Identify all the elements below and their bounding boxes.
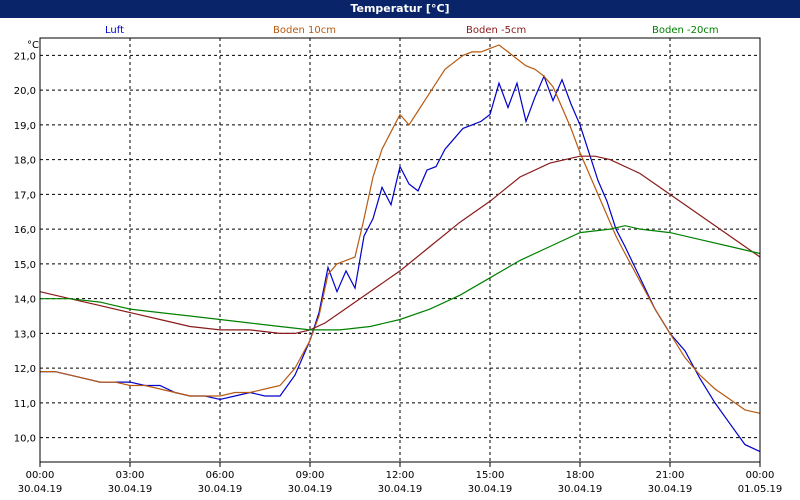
series-line-boden-5cm [39, 155, 761, 334]
x-tick-date: 01.05.19 [738, 484, 783, 495]
x-tick-time: 09:00 [296, 470, 325, 481]
x-tick-date: 30.04.19 [288, 484, 333, 495]
y-tick-label: 11,0 [14, 399, 36, 410]
x-tick-date: 30.04.19 [18, 484, 63, 495]
x-tick-time: 21:00 [656, 470, 685, 481]
y-tick-label: 19,0 [14, 121, 36, 132]
y-tick-label: 14,0 [14, 295, 36, 306]
x-tick-date: 30.04.19 [648, 484, 693, 495]
legend-boden-5cm: Boden -5cm [466, 25, 527, 36]
plot-frame [39, 37, 761, 463]
x-tick-time: 12:00 [386, 470, 415, 481]
legend-boden-20cm: Boden -20cm [652, 25, 719, 36]
legend-luft: Luft [105, 25, 124, 36]
y-tick-label: 13,0 [14, 329, 36, 340]
y-tick-label: 15,0 [14, 260, 36, 271]
axes: 10,0 11,0 12,0 13,0 14,0 15,0 16,0 17,0 18,0 19,0… [14, 37, 783, 495]
grid [40, 38, 760, 462]
x-tick-date: 30.04.19 [108, 484, 153, 495]
x-tick-date: 30.04.19 [378, 484, 423, 495]
y-tick-label: 20,0 [14, 86, 36, 97]
x-tick-time: 00:00 [26, 470, 55, 481]
series-line-boden-10cm [40, 44, 761, 414]
legend-boden-10cm: Boden 10cm [273, 25, 336, 36]
x-tick-date: 30.04.19 [468, 484, 513, 495]
x-tick-time: 15:00 [476, 470, 505, 481]
y-tick-label: 10,0 [14, 434, 36, 445]
x-tick-time: 00:00 [746, 470, 775, 481]
y-tick-label: 12,0 [14, 364, 36, 375]
x-tick-time: 03:00 [116, 470, 145, 481]
y-axis-unit: °C [27, 40, 39, 51]
series-lines [39, 44, 761, 453]
x-tick-date: 30.04.19 [198, 484, 243, 495]
y-tick-label: 16,0 [14, 225, 36, 236]
y-tick-label: 21,0 [14, 51, 36, 62]
y-tick-label: 18,0 [14, 156, 36, 167]
x-tick-date: 30.04.19 [558, 484, 603, 495]
x-tick-time: 18:00 [566, 470, 595, 481]
y-tick-label: 17,0 [14, 190, 36, 201]
chart-title: Temperatur [°C] [0, 0, 800, 18]
x-tick-time: 06:00 [206, 470, 235, 481]
series-line-boden-20cm [40, 225, 761, 331]
